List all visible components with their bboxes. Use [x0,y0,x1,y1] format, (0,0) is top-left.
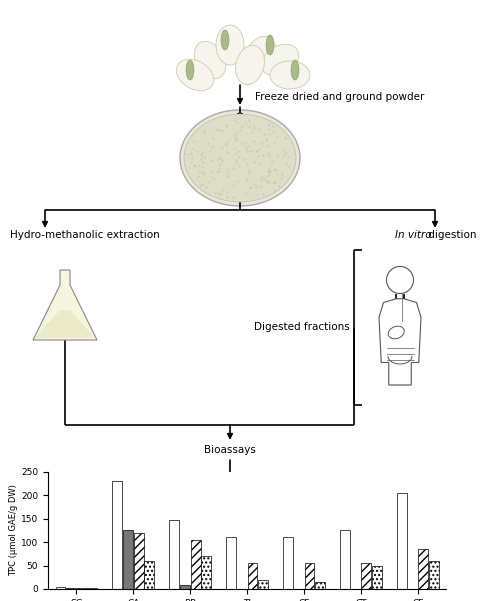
Ellipse shape [216,25,244,65]
Bar [429,561,439,589]
Text: In vitro: In vitro [395,230,432,240]
Ellipse shape [244,36,276,74]
Bar [191,540,201,589]
Ellipse shape [186,60,194,80]
Ellipse shape [180,110,300,206]
Bar [258,579,268,589]
Bar [180,585,190,589]
Bar [112,481,122,589]
Bar [56,587,65,589]
Bar [361,563,371,589]
Bar [226,537,236,589]
Ellipse shape [221,30,229,50]
Bar [248,563,257,589]
Ellipse shape [236,45,264,85]
Text: Freeze dried and ground powder: Freeze dried and ground powder [255,92,424,102]
Y-axis label: TPC (μmol GAE/g DW): TPC (μmol GAE/g DW) [9,484,18,576]
Ellipse shape [291,60,299,80]
Text: Hydro-methanolic extraction: Hydro-methanolic extraction [10,230,160,240]
Bar [304,563,314,589]
Text: Bioassays: Bioassays [204,445,256,455]
Polygon shape [33,270,97,340]
Ellipse shape [270,61,310,89]
Bar [123,530,133,589]
Text: Digested fractions: Digested fractions [254,323,350,332]
Text: digestion: digestion [425,230,477,240]
Ellipse shape [266,35,274,55]
Bar [419,549,428,589]
Bar [87,588,97,589]
Ellipse shape [176,59,214,91]
Ellipse shape [194,41,226,79]
Ellipse shape [184,114,296,202]
Bar [77,588,87,589]
Polygon shape [35,310,95,338]
Bar [144,561,154,589]
Bar [66,588,76,589]
Bar [397,493,407,589]
Bar [315,582,325,589]
Bar [372,566,382,589]
Bar [340,530,350,589]
Bar [169,520,179,589]
Bar [202,556,211,589]
Bar [283,537,293,589]
Bar [134,532,144,589]
Ellipse shape [261,44,299,76]
